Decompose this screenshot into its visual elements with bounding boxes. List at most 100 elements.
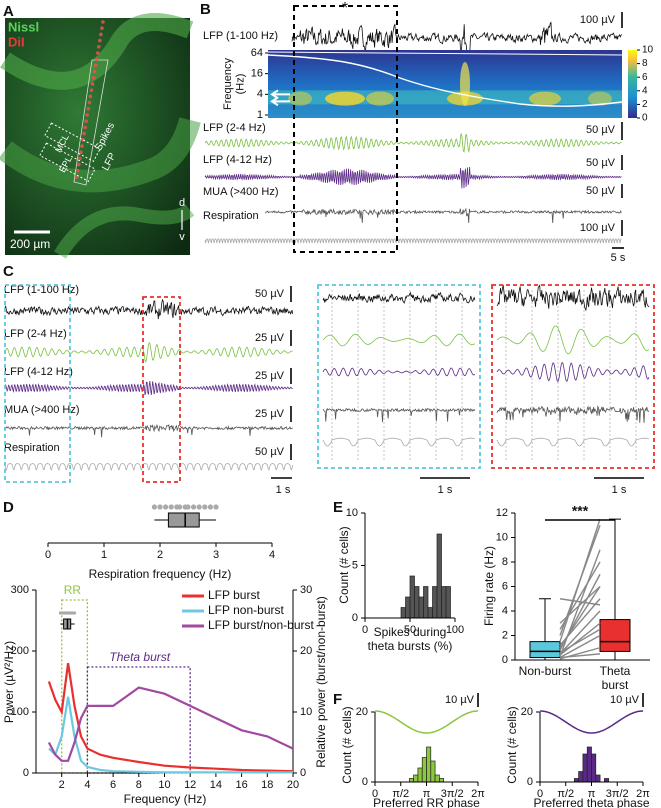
scale-label: 25 µV bbox=[255, 332, 285, 344]
point bbox=[207, 504, 213, 510]
bar bbox=[427, 607, 433, 619]
tick-label: 2π bbox=[471, 788, 485, 800]
category-label: Non-burst bbox=[519, 664, 572, 678]
bar bbox=[409, 575, 415, 619]
trace-label: LFP (4-12 Hz) bbox=[4, 366, 73, 378]
phase-waveform bbox=[375, 710, 478, 734]
trace bbox=[496, 284, 650, 312]
box bbox=[599, 619, 631, 652]
scale-label: 100 µV bbox=[580, 14, 616, 26]
dii-dot bbox=[87, 100, 92, 105]
tick-label: π/2 bbox=[392, 788, 409, 800]
bar bbox=[408, 778, 414, 783]
inset-box bbox=[317, 284, 481, 469]
trace bbox=[204, 133, 622, 153]
dii-dot bbox=[101, 20, 105, 24]
bar bbox=[582, 753, 588, 783]
trace bbox=[4, 298, 294, 320]
spectrogram-blob bbox=[288, 91, 312, 106]
layer-box bbox=[44, 122, 101, 163]
bar bbox=[421, 757, 427, 783]
tick-label: 10 bbox=[158, 779, 170, 791]
bar bbox=[439, 778, 445, 783]
dii-dot bbox=[88, 94, 93, 99]
tick-label: 100 bbox=[11, 706, 29, 718]
category-label: Theta burst bbox=[600, 664, 631, 692]
tick-label: 30 bbox=[300, 584, 312, 596]
bar bbox=[434, 774, 440, 783]
trace-label: LFP (4-12 Hz) bbox=[203, 154, 272, 166]
bar bbox=[591, 753, 597, 783]
bar bbox=[578, 771, 584, 783]
region-label: Theta burst bbox=[109, 650, 170, 664]
tick-label: 6 bbox=[110, 779, 116, 791]
trace bbox=[322, 333, 476, 347]
trace-label: Respiration bbox=[4, 442, 60, 454]
bar bbox=[586, 746, 592, 783]
point bbox=[202, 504, 208, 510]
bar bbox=[432, 586, 438, 619]
scale-label: 5 s bbox=[611, 252, 626, 264]
paired-line bbox=[559, 610, 601, 655]
tick-label: 50 bbox=[404, 624, 416, 636]
significance-marker: *** bbox=[572, 503, 589, 519]
tick-label: 20 bbox=[287, 779, 299, 791]
point bbox=[163, 504, 169, 510]
dii-dot bbox=[99, 32, 103, 37]
tick-label: 8 bbox=[136, 779, 142, 791]
point bbox=[168, 504, 174, 510]
line-series bbox=[47, 686, 294, 762]
layer-box bbox=[39, 142, 96, 183]
box bbox=[167, 512, 200, 528]
tick-label: 0 bbox=[372, 788, 378, 800]
axis-label: Power (µV²/Hz) bbox=[2, 641, 16, 723]
dii-dot bbox=[78, 156, 82, 161]
bar bbox=[417, 767, 423, 783]
tick-label: 20 bbox=[356, 706, 368, 718]
paired-line bbox=[559, 628, 601, 654]
bar bbox=[430, 760, 436, 783]
orientation-label: d bbox=[179, 197, 185, 209]
trace bbox=[496, 361, 650, 383]
dii-dot bbox=[80, 144, 84, 148]
tick-label: 4 bbox=[257, 88, 263, 100]
tick-label: 0 bbox=[300, 767, 306, 779]
dii-dot bbox=[92, 69, 97, 74]
axis-label: Firing rate (Hz) bbox=[482, 546, 496, 626]
tick-label: 1 bbox=[101, 549, 107, 561]
bar bbox=[423, 586, 429, 619]
point bbox=[213, 504, 219, 510]
panel-label: D bbox=[3, 499, 14, 516]
dii-dot bbox=[100, 26, 104, 31]
paired-line bbox=[559, 598, 601, 646]
trace bbox=[322, 291, 476, 304]
paired-line bbox=[559, 634, 601, 659]
tick-label: 8 bbox=[642, 58, 648, 69]
spectrogram-blob bbox=[529, 91, 561, 106]
dii-dot bbox=[85, 113, 90, 117]
scale-label: 50 µV bbox=[586, 157, 616, 169]
dii-dot bbox=[77, 162, 81, 167]
tick-label: 2 bbox=[642, 99, 648, 110]
trace bbox=[4, 341, 293, 363]
trace bbox=[322, 407, 476, 423]
trace-label: MUA (>400 Hz) bbox=[4, 404, 80, 416]
dii-dot bbox=[91, 76, 96, 80]
tick-label: 16 bbox=[251, 68, 263, 80]
tick-label: 10 bbox=[642, 45, 654, 56]
point bbox=[177, 504, 183, 510]
arrow bbox=[270, 96, 290, 107]
bar bbox=[400, 607, 406, 619]
bar bbox=[414, 586, 420, 619]
box bbox=[529, 641, 561, 659]
region bbox=[86, 666, 191, 774]
axis-label: Preferred RR phase bbox=[373, 796, 480, 808]
bar bbox=[441, 586, 447, 619]
tick-label: 12 bbox=[184, 779, 196, 791]
trace-label: MUA (>400 Hz) bbox=[203, 186, 279, 198]
scale-label: 50 µV bbox=[586, 185, 616, 197]
tick-label: 6 bbox=[642, 72, 648, 83]
line-series bbox=[47, 663, 294, 773]
tick-label: 0 bbox=[362, 624, 368, 636]
tick-label: 1 bbox=[257, 109, 263, 121]
